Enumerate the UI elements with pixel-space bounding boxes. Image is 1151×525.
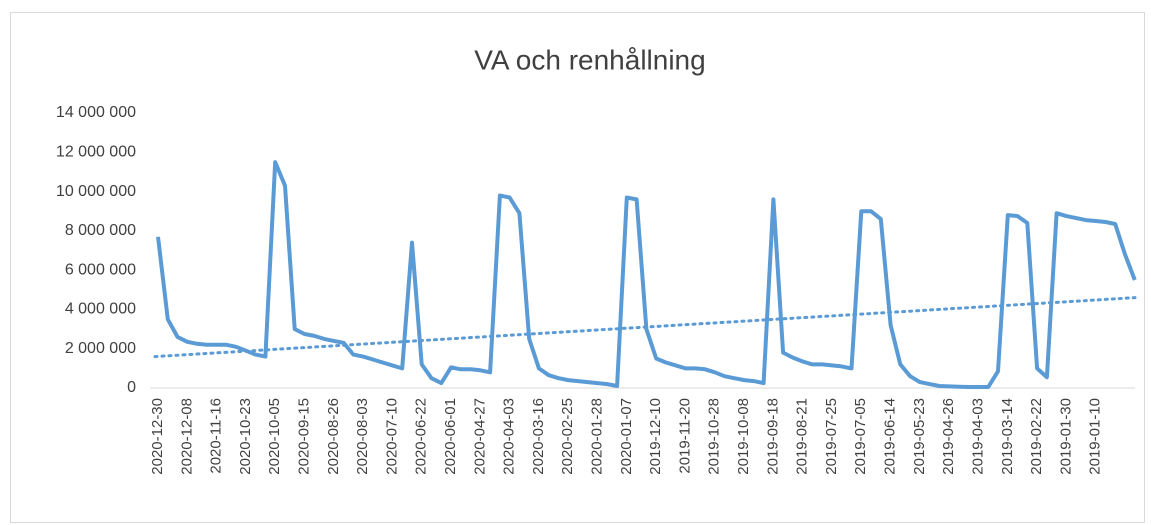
y-tick-label: 0: [127, 379, 136, 396]
x-tick-label: 2020-11-16: [208, 398, 225, 474]
x-tick-label: 2020-06-22: [413, 398, 430, 475]
x-tick-label: 2020-10-23: [237, 398, 254, 475]
x-tick-label: 2020-12-30: [149, 398, 166, 475]
y-tick-label: 4 000 000: [65, 301, 136, 318]
x-tick-label: 2019-07-25: [823, 398, 840, 475]
x-tick-label: 2019-11-20: [676, 398, 693, 474]
x-tick-label: 2020-04-27: [471, 398, 488, 475]
y-tick-label: 12 000 000: [56, 144, 136, 161]
x-tick-label: 2020-03-16: [530, 398, 547, 475]
y-tick-label: 2 000 000: [65, 340, 136, 357]
data-line: [156, 160, 1137, 389]
chart-title: VA och renhållning: [474, 44, 705, 75]
x-tick-label: 2020-08-03: [354, 398, 371, 475]
x-tick-label: 2019-03-14: [999, 398, 1016, 475]
y-tick-label: 14 000 000: [56, 104, 136, 121]
x-tick-label: 2020-04-03: [501, 398, 518, 475]
x-tick-label: 2019-07-05: [852, 398, 869, 475]
x-tick-label: 2020-07-10: [383, 398, 400, 475]
x-tick-label: 2019-10-08: [735, 398, 752, 475]
x-tick-label: 2019-12-10: [647, 398, 664, 475]
x-tick-label: 2020-08-26: [325, 398, 342, 475]
x-tick-label: 2019-08-21: [794, 398, 811, 475]
x-tick-label: 2020-01-28: [589, 398, 606, 475]
x-tick-label: 2019-10-28: [706, 398, 723, 475]
trendline: [153, 296, 1137, 359]
x-tick-label: 2020-10-05: [266, 398, 283, 475]
x-tick-label: 2019-09-18: [764, 398, 781, 475]
x-tick-label: 2019-02-22: [1028, 398, 1045, 475]
x-tick-label: 2019-05-23: [911, 398, 928, 475]
y-tick-label: 10 000 000: [56, 183, 136, 200]
chart-border: [10, 12, 1145, 523]
x-tick-label: 2020-12-08: [178, 398, 195, 475]
y-tick-label: 8 000 000: [65, 222, 136, 239]
x-tick-label: 2020-02-25: [559, 398, 576, 475]
x-tick-label: 2019-01-30: [1057, 398, 1074, 475]
y-tick-label: 6 000 000: [65, 261, 136, 278]
x-tick-label: 2019-04-03: [969, 398, 986, 475]
x-tick-label: 2019-01-10: [1087, 398, 1104, 475]
x-tick-label: 2019-04-26: [940, 398, 957, 475]
x-tick-label: 2020-09-15: [295, 398, 312, 475]
x-tick-label: 2019-06-14: [882, 398, 899, 475]
x-tick-label: 2020-06-01: [442, 398, 459, 475]
x-tick-label: 2020-01-07: [618, 398, 635, 475]
